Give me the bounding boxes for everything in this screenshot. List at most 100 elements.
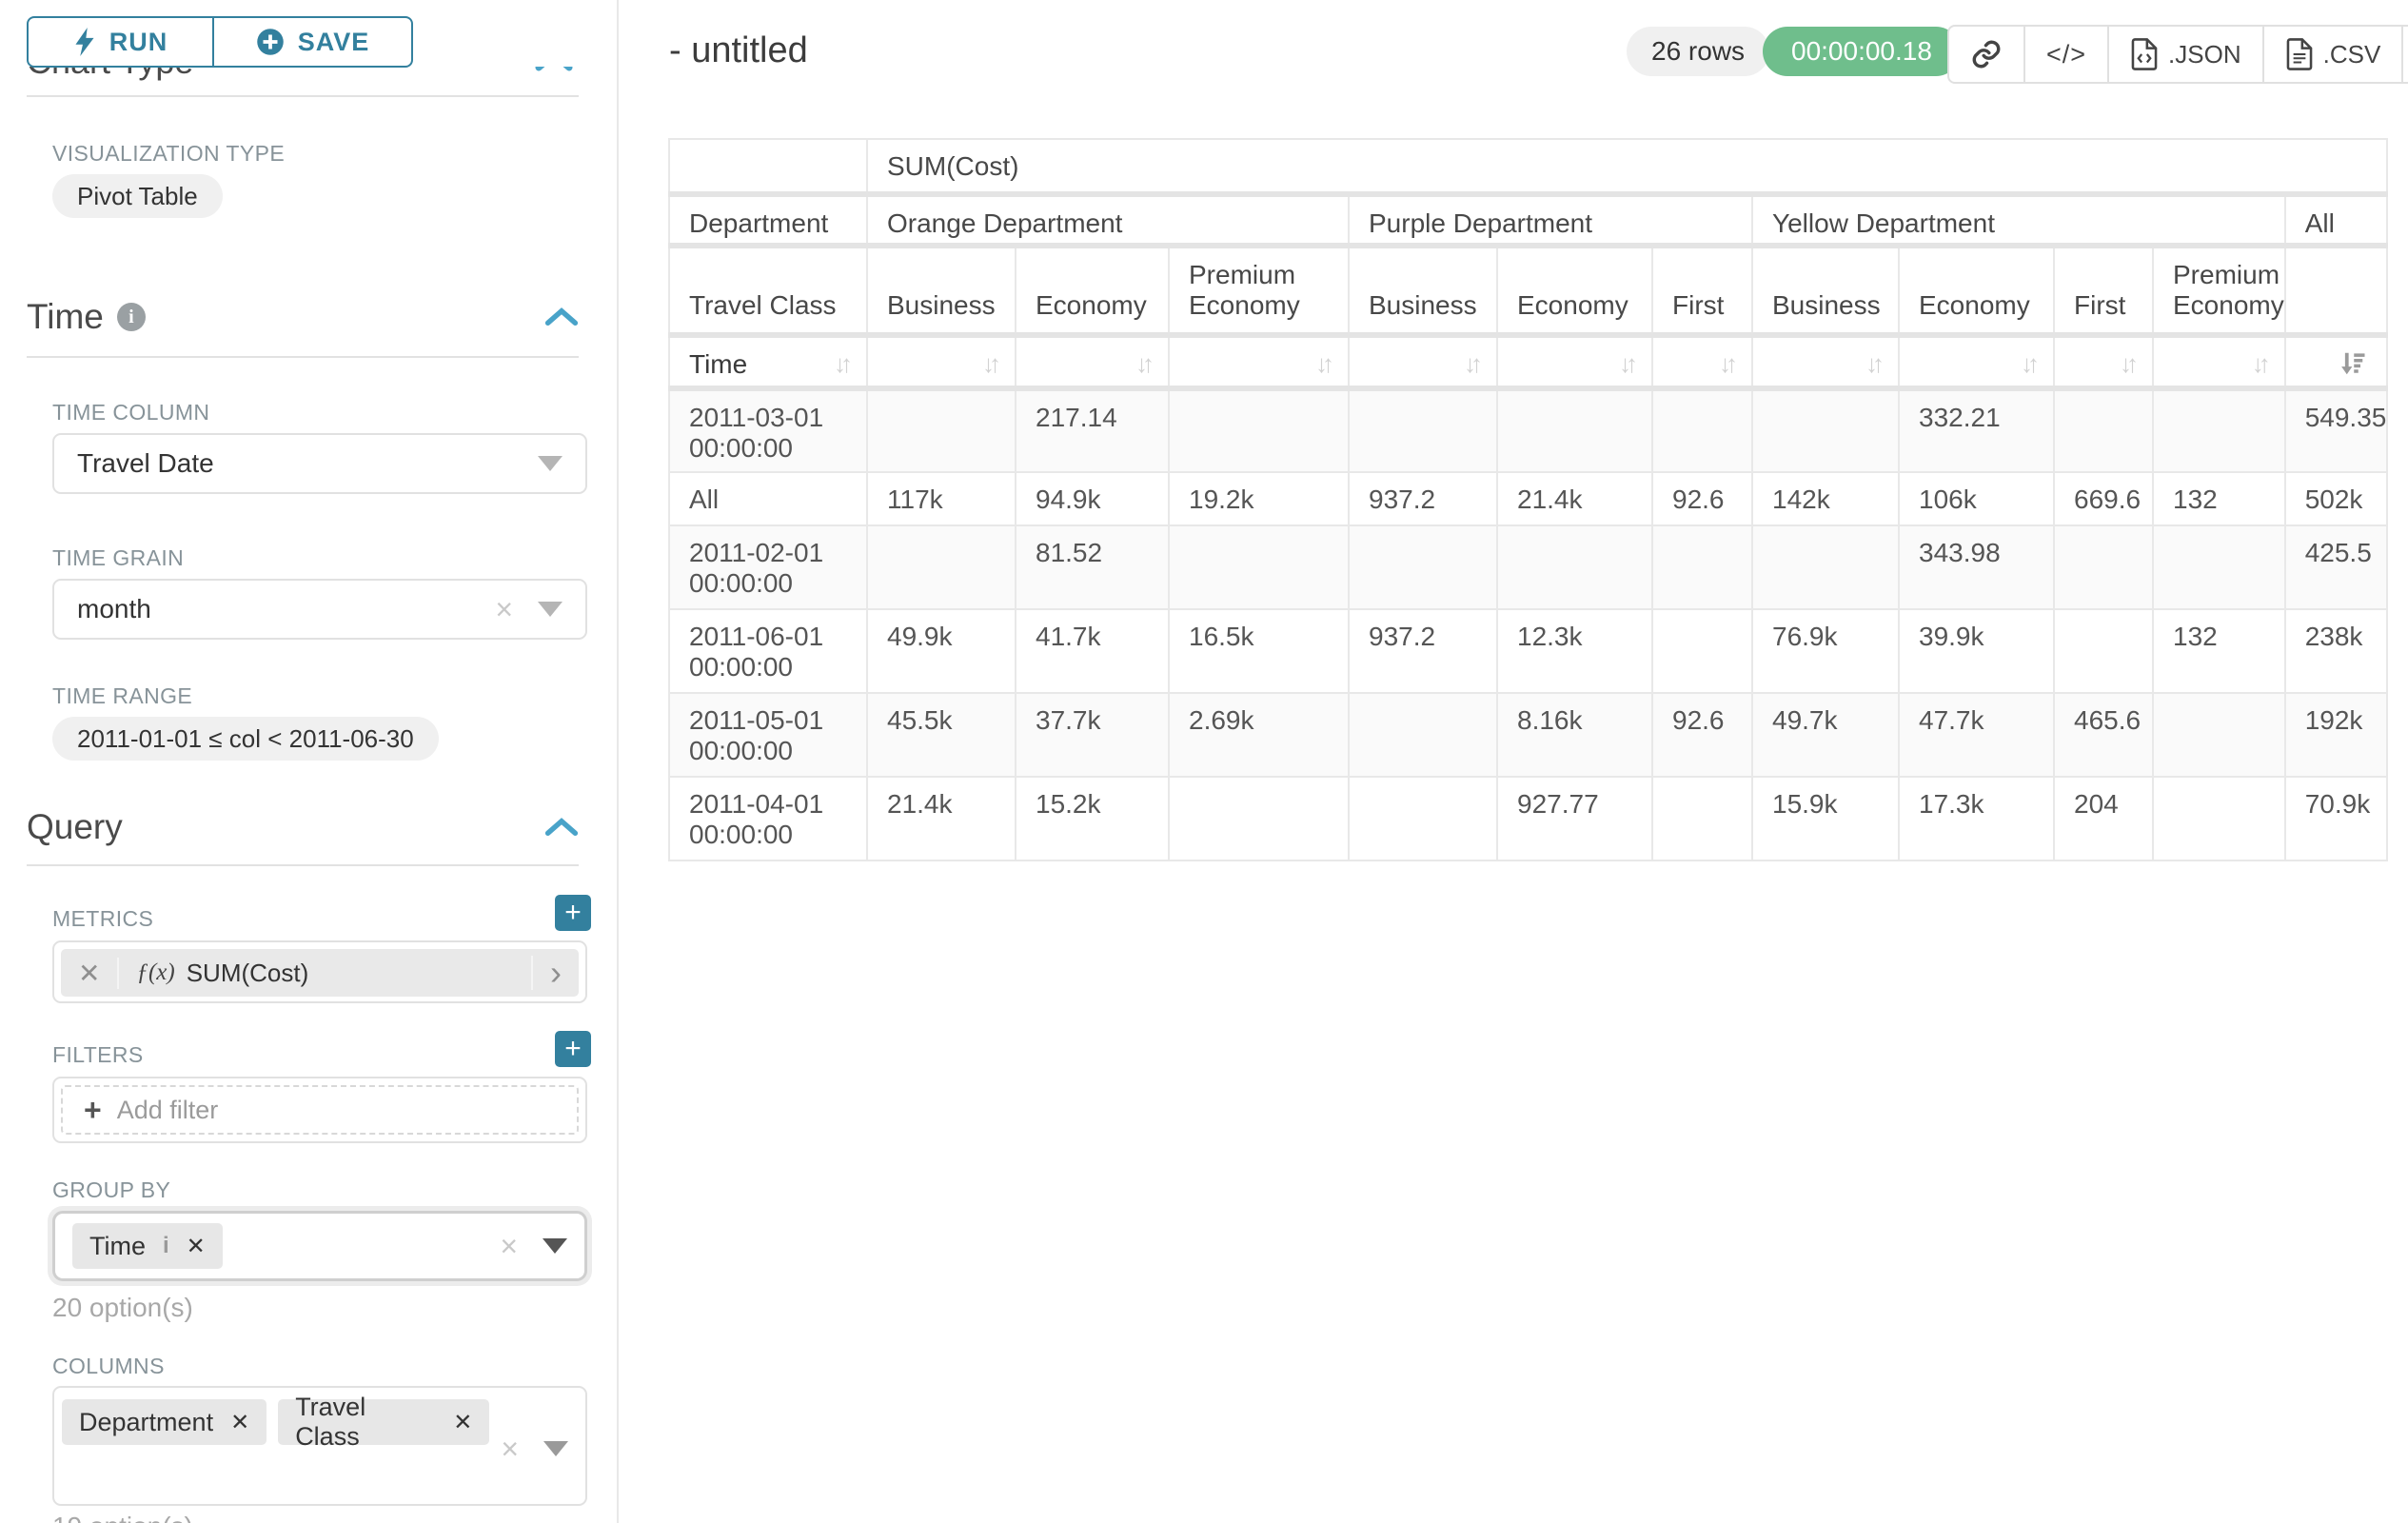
add-metric-button[interactable]: + bbox=[555, 895, 591, 931]
metric-expand-icon[interactable]: › bbox=[531, 956, 579, 990]
clear-icon[interactable]: × bbox=[495, 592, 513, 626]
sort-icon[interactable]: ↓↑ bbox=[1315, 349, 1334, 378]
view-query-button[interactable]: </> bbox=[2025, 27, 2110, 82]
chevron-down-icon[interactable] bbox=[538, 456, 563, 471]
columns-select[interactable]: Department ✕ Travel Class ✕ × bbox=[52, 1386, 587, 1506]
remove-chip-icon[interactable]: ✕ bbox=[186, 1233, 206, 1259]
chart-type-title: Chart Type bbox=[27, 67, 193, 81]
sort-descending-icon[interactable] bbox=[2339, 349, 2373, 378]
sort-icon[interactable]: ↓↑ bbox=[2120, 349, 2139, 378]
sort-header-cell: ↓↑ bbox=[2053, 334, 2154, 391]
time-section-title: Time i bbox=[27, 297, 146, 337]
run-button[interactable]: RUN bbox=[27, 16, 213, 68]
value-cell: 92.6 bbox=[1651, 471, 1753, 526]
sort-icon[interactable]: ↓↑ bbox=[1135, 349, 1155, 378]
chip-label: Time bbox=[89, 1231, 146, 1260]
time-column-select[interactable]: Travel Date bbox=[52, 433, 587, 494]
time-grain-label: TIME GRAIN bbox=[52, 545, 185, 570]
chip-label: Travel Class bbox=[295, 1393, 366, 1451]
chevron-down-icon[interactable] bbox=[543, 1238, 567, 1254]
remove-metric-icon[interactable]: ✕ bbox=[61, 957, 120, 989]
value-cell: 2.69k bbox=[1168, 692, 1350, 778]
add-filter-button[interactable]: + bbox=[555, 1031, 591, 1067]
row-header: 2011-03-01 00:00:00 bbox=[668, 387, 868, 473]
columns-chip-travel-class[interactable]: Travel Class ✕ bbox=[278, 1393, 490, 1451]
sort-icon[interactable]: ↓↑ bbox=[1619, 349, 1638, 378]
chart-title[interactable]: - untitled bbox=[669, 30, 808, 70]
sort-icon[interactable]: ↓↑ bbox=[1464, 349, 1483, 378]
filters-box: + Add filter bbox=[52, 1077, 587, 1143]
value-cell: 92.6 bbox=[1651, 692, 1753, 778]
sort-icon[interactable]: ↓↑ bbox=[1865, 349, 1885, 378]
add-filter-dropzone[interactable]: + Add filter bbox=[61, 1085, 579, 1135]
row-header: 2011-06-01 00:00:00 bbox=[668, 608, 868, 694]
value-cell: 19.2k bbox=[1168, 471, 1350, 526]
value-cell bbox=[1651, 387, 1753, 473]
info-icon: i bbox=[116, 303, 146, 331]
travel-class-header: First bbox=[2053, 245, 2154, 338]
value-cell bbox=[866, 387, 1016, 473]
query-section-collapse-icon[interactable] bbox=[544, 817, 579, 842]
table-row: 2011-02-01 00:00:00 81.52 343.98 425.5 bbox=[668, 524, 2389, 610]
plus-circle-icon bbox=[256, 29, 284, 55]
divider bbox=[27, 95, 579, 97]
value-cell: 937.2 bbox=[1348, 471, 1498, 526]
column-info-icon: i bbox=[163, 1233, 169, 1258]
value-cell bbox=[1348, 692, 1498, 778]
value-cell bbox=[1651, 524, 1753, 610]
time-range-label: TIME RANGE bbox=[52, 683, 193, 708]
table-row: 2011-03-01 00:00:00 217.14 332.21 549.35 bbox=[668, 387, 2389, 473]
time-range-pill[interactable]: 2011-01-01 ≤ col < 2011-06-30 bbox=[52, 717, 439, 761]
export-json-button[interactable]: .JSON bbox=[2109, 27, 2264, 82]
chevron-down-icon[interactable] bbox=[538, 602, 563, 617]
sort-icon[interactable]: ↓↑ bbox=[982, 349, 1001, 378]
menu-button[interactable] bbox=[2403, 27, 2408, 82]
share-link-button[interactable] bbox=[1949, 27, 2025, 82]
csv-label: .CSV bbox=[2322, 39, 2381, 69]
sort-header-cell: ↓↑ bbox=[1348, 334, 1498, 391]
value-cell: 238k bbox=[2283, 608, 2389, 694]
travel-class-header: Business bbox=[866, 245, 1016, 338]
run-save-buttons: RUN SAVE bbox=[27, 16, 413, 68]
travel-class-header: Economy bbox=[1898, 245, 2055, 338]
travel-class-header: Economy bbox=[1015, 245, 1170, 338]
table-row: 2011-05-01 00:00:00 45.5k 37.7k 2.69k 8.16k 9… bbox=[668, 692, 2389, 778]
remove-chip-icon[interactable]: ✕ bbox=[453, 1409, 473, 1435]
row-header: All bbox=[668, 471, 868, 526]
table-row: 2011-04-01 00:00:00 21.4k 15.2k 927.77 15.9k… bbox=[668, 776, 2389, 861]
columns-chip-department[interactable]: Department ✕ bbox=[62, 1399, 267, 1445]
viz-type-pill[interactable]: Pivot Table bbox=[52, 174, 223, 218]
visualization-type-label: VISUALIZATION TYPE bbox=[52, 141, 286, 166]
column-dimension-label: Travel Class bbox=[668, 245, 868, 338]
value-cell: 37.7k bbox=[1015, 692, 1170, 778]
sort-header-cell: ↓↑ bbox=[1015, 334, 1170, 391]
value-cell: 204 bbox=[2053, 776, 2154, 861]
chevron-down-icon[interactable] bbox=[543, 1441, 568, 1456]
group-by-chip-time[interactable]: Time i ✕ bbox=[72, 1223, 223, 1269]
clear-icon[interactable]: × bbox=[500, 1229, 518, 1263]
value-cell bbox=[866, 524, 1016, 610]
group-by-select[interactable]: Time i ✕ × bbox=[52, 1211, 587, 1281]
value-cell: 117k bbox=[866, 471, 1016, 526]
save-button[interactable]: SAVE bbox=[213, 16, 413, 68]
sort-header-cell: ↓↑ bbox=[1651, 334, 1753, 391]
time-grain-select[interactable]: month × bbox=[52, 579, 587, 640]
export-csv-button[interactable]: .CSV bbox=[2264, 27, 2404, 82]
pivot-table: SUM(Cost) Department Orange Department Purp… bbox=[668, 138, 2389, 861]
value-cell bbox=[1168, 776, 1350, 861]
sort-icon[interactable]: ↓↑ bbox=[2251, 349, 2271, 378]
clear-icon[interactable]: × bbox=[501, 1432, 519, 1466]
value-cell bbox=[1348, 524, 1498, 610]
sort-icon[interactable]: ↓↑ bbox=[834, 349, 853, 378]
metric-chip[interactable]: ✕ ƒ(x) SUM(Cost) › bbox=[61, 949, 579, 997]
chart-type-collapse-icon[interactable] bbox=[535, 67, 573, 76]
value-cell: 47.7k bbox=[1898, 692, 2055, 778]
time-section-collapse-icon[interactable] bbox=[544, 307, 579, 332]
remove-chip-icon[interactable]: ✕ bbox=[230, 1409, 250, 1435]
value-cell: 41.7k bbox=[1015, 608, 1170, 694]
value-cell bbox=[2053, 387, 2154, 473]
sort-icon[interactable]: ↓↑ bbox=[2021, 349, 2040, 378]
sort-icon[interactable]: ↓↑ bbox=[1719, 349, 1738, 378]
travel-class-header: Premium Economy bbox=[1168, 245, 1350, 338]
